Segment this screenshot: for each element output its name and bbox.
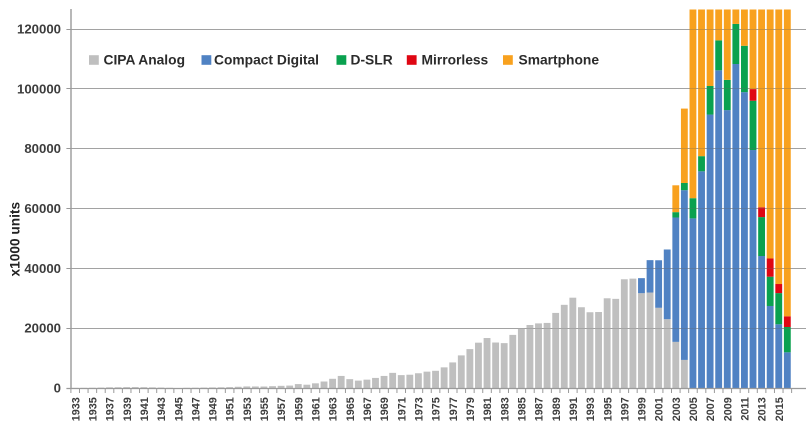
svg-text:1999: 1999 (637, 397, 649, 421)
svg-text:1965: 1965 (345, 397, 357, 421)
svg-text:120000: 120000 (17, 22, 61, 37)
svg-text:2009: 2009 (722, 397, 734, 421)
svg-text:D-SLR: D-SLR (351, 53, 393, 68)
svg-text:1947: 1947 (190, 397, 202, 421)
svg-text:1941: 1941 (139, 397, 151, 421)
svg-text:1991: 1991 (568, 397, 580, 421)
svg-text:1981: 1981 (482, 397, 494, 421)
svg-text:1963: 1963 (328, 397, 340, 421)
svg-text:2015: 2015 (774, 397, 786, 421)
svg-text:1939: 1939 (122, 397, 134, 421)
svg-text:1959: 1959 (293, 397, 305, 421)
svg-text:1957: 1957 (276, 397, 288, 421)
svg-text:1969: 1969 (379, 397, 391, 421)
svg-text:1987: 1987 (534, 397, 546, 421)
svg-text:20000: 20000 (24, 321, 61, 336)
svg-text:40000: 40000 (24, 261, 61, 276)
svg-text:1977: 1977 (448, 397, 460, 421)
svg-text:1993: 1993 (585, 397, 597, 421)
svg-text:60000: 60000 (24, 201, 61, 216)
svg-text:CIPA Analog: CIPA Analog (104, 53, 186, 68)
svg-text:1961: 1961 (311, 397, 323, 421)
svg-text:Compact Digital: Compact Digital (214, 53, 319, 68)
svg-text:2013: 2013 (757, 397, 769, 421)
svg-text:1997: 1997 (619, 397, 631, 421)
svg-text:80000: 80000 (24, 141, 61, 156)
svg-text:1995: 1995 (602, 397, 614, 421)
svg-text:1971: 1971 (396, 397, 408, 421)
svg-text:0: 0 (54, 381, 61, 396)
svg-text:1967: 1967 (362, 397, 374, 421)
svg-text:2003: 2003 (671, 397, 683, 421)
svg-text:1943: 1943 (156, 397, 168, 421)
svg-text:1937: 1937 (105, 397, 117, 421)
svg-text:2011: 2011 (740, 397, 752, 420)
svg-text:1955: 1955 (259, 397, 271, 421)
svg-text:1953: 1953 (242, 397, 254, 421)
svg-text:Mirrorless: Mirrorless (422, 53, 489, 68)
svg-text:1935: 1935 (87, 397, 99, 421)
svg-text:x1000 units: x1000 units (8, 202, 23, 277)
svg-text:1945: 1945 (173, 397, 185, 421)
svg-text:2005: 2005 (688, 397, 700, 421)
svg-text:2001: 2001 (654, 397, 666, 421)
svg-text:1933: 1933 (70, 397, 82, 421)
svg-text:1951: 1951 (225, 397, 237, 421)
svg-text:1973: 1973 (413, 397, 425, 421)
svg-text:1949: 1949 (208, 397, 220, 421)
svg-text:Smartphone: Smartphone (519, 53, 600, 68)
svg-text:100000: 100000 (17, 81, 61, 96)
svg-text:1985: 1985 (516, 397, 528, 421)
svg-text:1989: 1989 (551, 397, 563, 421)
svg-text:1975: 1975 (431, 397, 443, 421)
svg-text:1979: 1979 (465, 397, 477, 421)
svg-text:2007: 2007 (705, 397, 717, 421)
svg-text:1983: 1983 (499, 397, 511, 421)
